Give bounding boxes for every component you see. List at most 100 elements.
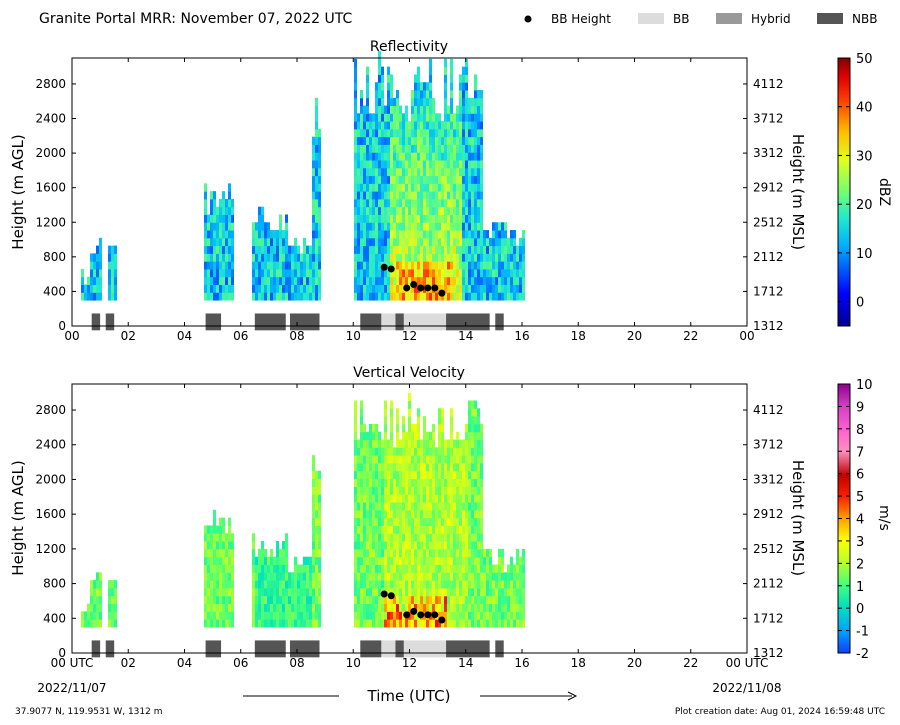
echo-cell: [99, 261, 102, 270]
echo-cell: [435, 261, 438, 270]
echo-cell: [387, 572, 390, 581]
echo-cell: [312, 470, 315, 480]
echo-cell: [213, 237, 216, 247]
echo-cell: [453, 284, 456, 293]
echo-cell: [435, 603, 438, 612]
echo-cell: [90, 261, 93, 270]
echo-cell: [495, 564, 498, 573]
echo-cell: [261, 245, 264, 254]
echo-cell: [81, 292, 84, 301]
echo-cell: [273, 253, 276, 262]
echo-cell: [411, 284, 414, 293]
echo-cell: [108, 276, 111, 286]
echo-cell: [459, 245, 462, 254]
echo-cell: [426, 509, 429, 519]
echo-cell: [96, 580, 99, 589]
echo-cell: [495, 261, 498, 270]
echo-cell: [315, 533, 318, 542]
echo-cell: [513, 268, 516, 278]
y-tick-label: 2400: [35, 438, 66, 452]
echo-cell: [423, 237, 426, 247]
echo-cell: [390, 611, 393, 620]
echo-cell: [480, 517, 483, 526]
echo-cell: [390, 144, 393, 153]
echo-cell: [306, 556, 309, 565]
echo-cell: [87, 284, 90, 293]
echo-cell: [231, 580, 234, 589]
echo-cell: [93, 587, 96, 597]
echo-cell: [381, 152, 384, 161]
echo-cell: [384, 175, 387, 184]
echo-cell: [366, 580, 369, 589]
echo-cell: [318, 237, 321, 247]
echo-cell: [369, 222, 372, 231]
echo-cell: [444, 237, 447, 247]
echo-cell: [357, 167, 360, 177]
echo-cell: [438, 525, 441, 534]
echo-cell: [450, 408, 453, 417]
echo-cell: [306, 587, 309, 597]
echo-cell: [486, 245, 489, 254]
echo-cell: [360, 152, 363, 161]
echo-cell: [204, 183, 207, 192]
echo-cell: [456, 292, 459, 301]
echo-cell: [375, 144, 378, 153]
echo-cell: [366, 548, 369, 558]
echo-cell: [510, 237, 513, 247]
echo-cell: [357, 198, 360, 208]
echo-cell: [213, 276, 216, 286]
echo-cell: [390, 128, 393, 138]
echo-cell: [513, 587, 516, 597]
echo-cell: [474, 214, 477, 223]
echo-cell: [87, 292, 90, 301]
echo-cell: [228, 261, 231, 270]
echo-cell: [396, 603, 399, 612]
echo-cell: [384, 470, 387, 480]
echo-cell: [378, 525, 381, 534]
echo-cell: [360, 416, 363, 425]
echo-cell: [426, 245, 429, 254]
echo-cell: [405, 214, 408, 223]
echo-cell: [429, 276, 432, 286]
echo-cell: [396, 128, 399, 138]
echo-cell: [315, 237, 318, 247]
echo-cell: [396, 136, 399, 145]
colorbar-tick-label: 9: [856, 400, 864, 415]
echo-cell: [270, 564, 273, 573]
echo-cell: [213, 595, 216, 605]
echo-cell: [423, 175, 426, 184]
echo-cell: [219, 533, 222, 542]
echo-cell: [489, 611, 492, 620]
echo-cell: [354, 276, 357, 286]
echo-cell: [219, 603, 222, 612]
echo-cell: [357, 113, 360, 122]
echo-cell: [507, 564, 510, 573]
echo-cell: [465, 183, 468, 192]
echo-cell: [507, 580, 510, 589]
echo-cell: [375, 97, 378, 107]
echo-cell: [315, 470, 318, 480]
echo-cell: [279, 284, 282, 293]
echo-cell: [417, 245, 420, 254]
echo-cell: [414, 284, 417, 293]
echo-cell: [471, 245, 474, 254]
echo-cell: [231, 541, 234, 550]
echo-cell: [357, 183, 360, 192]
echo-cell: [390, 113, 393, 122]
echo-cell: [402, 261, 405, 270]
echo-cell: [411, 462, 414, 472]
echo-cell: [363, 447, 366, 456]
echo-cell: [477, 416, 480, 425]
echo-cell: [453, 128, 456, 138]
echo-cell: [363, 494, 366, 503]
echo-cell: [204, 276, 207, 286]
echo-cell: [399, 105, 402, 114]
echo-cell: [393, 478, 396, 487]
echo-cell: [387, 494, 390, 503]
echo-cell: [369, 494, 372, 503]
echo-cell: [432, 261, 435, 270]
echo-cell: [297, 619, 300, 628]
echo-cell: [387, 525, 390, 534]
echo-cell: [405, 268, 408, 278]
echo-cell: [510, 564, 513, 573]
